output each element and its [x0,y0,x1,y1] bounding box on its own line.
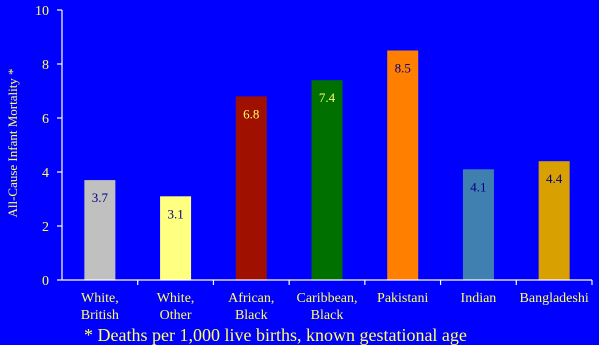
bar-value-label: 8.5 [395,61,411,76]
bar [311,80,343,280]
x-tick-label: African, Black [228,291,274,323]
x-tick-label: Caribbean, Black [296,291,357,323]
y-tick-label: 2 [42,220,49,235]
y-tick-label: 6 [42,112,49,127]
bar-value-label: 4.1 [470,179,486,194]
bar [462,169,494,280]
x-tick-label: White, British [81,291,119,323]
bar-value-label: 7.4 [319,90,336,105]
y-tick-label: 0 [42,274,49,289]
x-tick-label: White, Other [157,291,195,323]
bar-value-label: 3.7 [92,190,109,205]
bar [160,196,192,280]
y-axis-label: All-Cause Infant Mortality * [5,68,20,217]
x-axis: White, British White, Other African, Black Car… [62,279,593,323]
y-tick-label: 4 [42,166,49,181]
bar [235,96,267,281]
y-tick-label: 8 [42,58,49,73]
bars: 3.7 3.1 6.8 7.4 8.5 4.1 4.4 [84,50,570,281]
bar-value-label: 3.1 [167,206,183,221]
bar-value-label: 4.4 [546,171,563,186]
bar [84,180,116,280]
x-tick-label: Bangladeshi [520,291,589,306]
bar [387,50,419,280]
footnote: * Deaths per 1,000 live births, known ge… [84,325,467,345]
y-tick-label: 10 [35,4,49,19]
bar [538,161,570,280]
bar-value-label: 6.8 [243,106,259,121]
x-tick-label: Pakistani [377,291,428,306]
y-axis: 0 2 4 6 8 10 [35,4,63,289]
x-tick-label: Indian [461,291,497,306]
